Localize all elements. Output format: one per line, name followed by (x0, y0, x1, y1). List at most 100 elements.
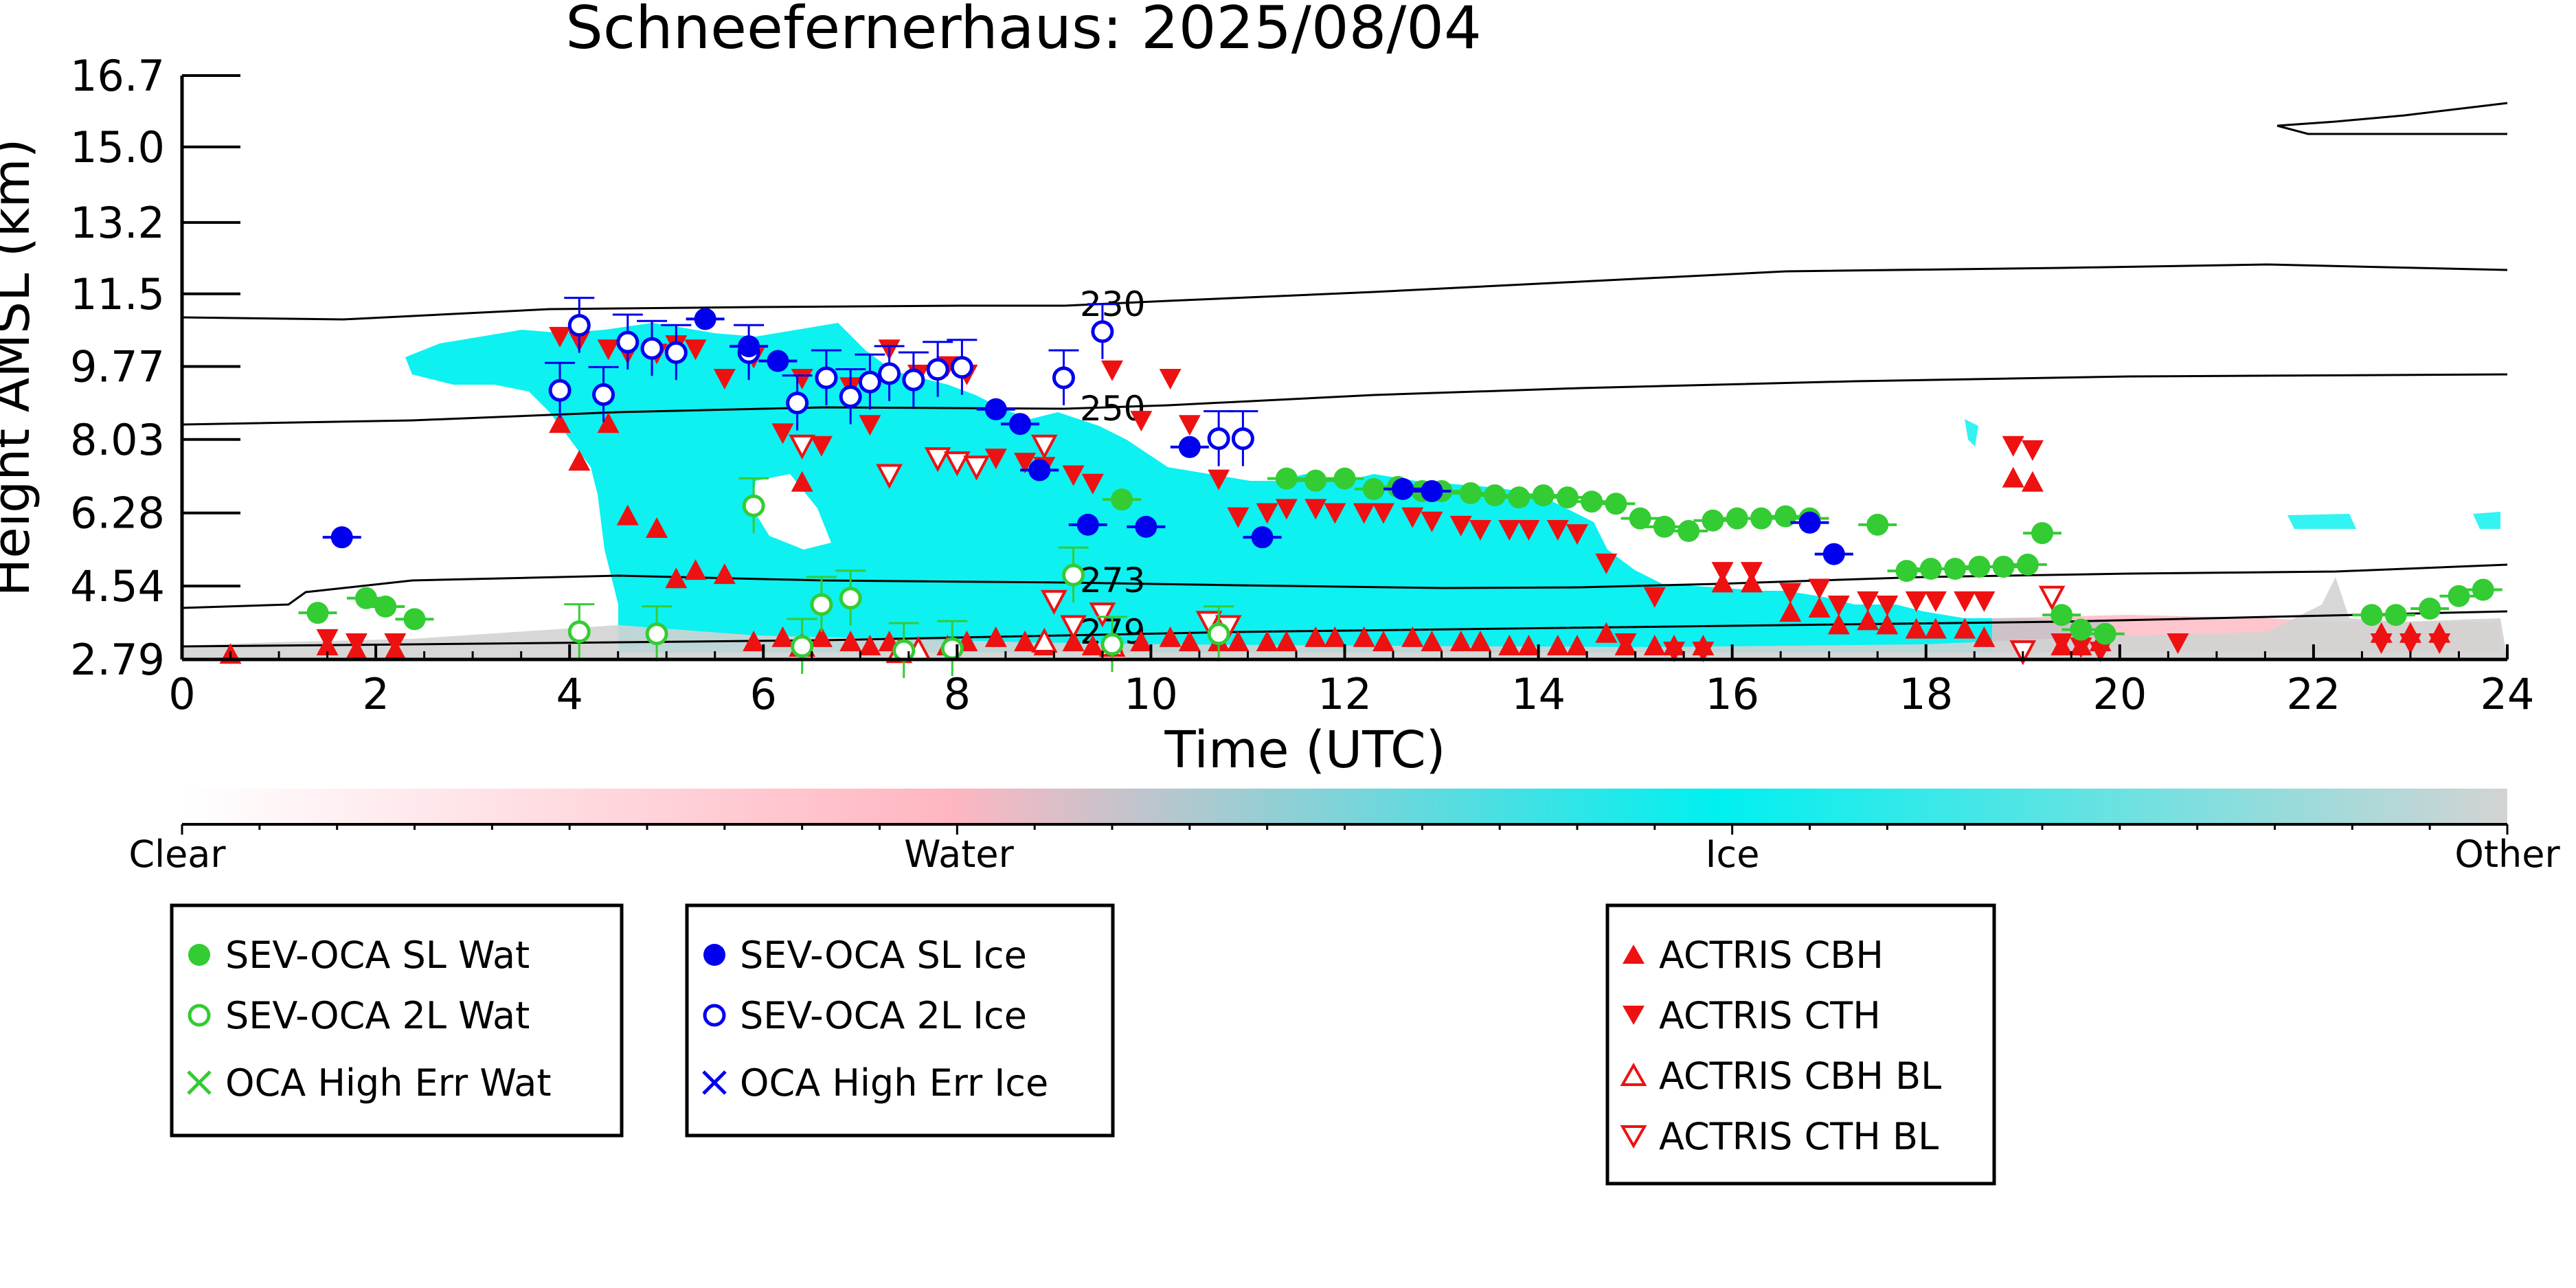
point-actris-cbh (597, 412, 620, 433)
point-actris-cth (597, 339, 620, 361)
point-sev-oca-sl-wat (1629, 507, 1651, 530)
point-actris-cbh (616, 504, 639, 526)
colorbar-label-ice: Ice (1706, 833, 1760, 876)
point-actris-cbh (1449, 630, 1472, 651)
point-actris-cbh (1353, 626, 1375, 647)
point-actris-cbh (771, 626, 794, 647)
y-tick-label: 8.03 (70, 415, 165, 465)
point-actris-cth (2050, 633, 2073, 654)
point-actris-cth (345, 633, 368, 654)
legend-label-cbh: ACTRIS CBH (1659, 934, 1884, 977)
point-actris-cbh (1372, 630, 1394, 651)
point-sev-oca-2l-ice (926, 358, 949, 381)
contour-label-250: 250 (1080, 389, 1145, 429)
point-sev-oca-sl-wat (1774, 505, 1797, 528)
point-actris-cth (1740, 562, 1763, 583)
point-sev-oca-sl-wat (374, 596, 397, 618)
x-tick-label: 8 (944, 669, 971, 719)
point-actris-cbh (1304, 626, 1327, 647)
legend-marker-cth (1623, 1006, 1645, 1025)
point-sev-oca-sl-wat (1556, 486, 1579, 509)
point-actris-cbh (1081, 635, 1104, 656)
legend-water-box (170, 903, 624, 1138)
point-sev-oca-sl-wat (1362, 477, 1385, 500)
y-tick-label: 15.0 (70, 122, 165, 172)
point-actris-cbh (743, 630, 765, 651)
point-sev-oca-2l-wat (940, 637, 964, 660)
point-actris-cth (1827, 595, 1850, 616)
legend-label-sl-wat: SEV-OCA SL Wat (225, 934, 530, 977)
point-actris-cth (1614, 633, 1637, 654)
point-sev-oca-sl-wat (1677, 520, 1700, 543)
point-sev-oca-sl-wat (2094, 622, 2116, 645)
point-actris-cbh (1014, 630, 1037, 651)
point-sev-oca-2l-wat (1062, 563, 1085, 587)
colorbar-gradient (182, 789, 2507, 824)
point-actris-cbh (1159, 626, 1182, 647)
x-tick-label: 18 (1899, 669, 1953, 719)
colorbar: Clear Water Ice Other (128, 789, 2560, 876)
point-actris-cth (2167, 633, 2189, 654)
point-sev-oca-sl-ice (1028, 459, 1051, 482)
point-actris-cth (1159, 368, 1182, 389)
point-actris-cth (1324, 503, 1346, 524)
cloud-mask-shading (182, 323, 2507, 659)
point-actris-cth (713, 368, 736, 389)
point-actris-cth (1081, 473, 1104, 495)
point-actris-cbh (859, 635, 881, 656)
legend-water: SEV-OCA SL Wat SEV-OCA 2L Wat OCA High E… (170, 903, 624, 1138)
point-sev-oca-sl-wat (2448, 585, 2470, 607)
x-tick-label: 2 (362, 669, 389, 719)
point-actris-cth (1421, 511, 1443, 532)
point-actris-cbh (1595, 622, 1618, 643)
point-actris-cth (1062, 465, 1085, 486)
point-actris-cth (791, 368, 813, 389)
point-sev-oca-sl-ice (1135, 515, 1157, 538)
point-sev-oca-2l-ice (640, 337, 664, 360)
y-axis-label: Height AMSL (km) (0, 138, 41, 596)
point-actris-cth-bl (1041, 589, 1067, 615)
point-sev-oca-sl-wat (2384, 604, 2407, 626)
point-sev-oca-2l-ice (1207, 427, 1230, 451)
point-sev-oca-sl-wat (2016, 553, 2039, 576)
point-sev-oca-sl-ice (1421, 479, 1443, 502)
point-sev-oca-2l-ice (878, 362, 901, 385)
point-sev-oca-2l-ice (664, 341, 688, 364)
point-actris-cth (1595, 553, 1618, 574)
point-actris-cth (1857, 591, 1879, 612)
point-actris-cth (549, 326, 572, 348)
point-sev-oca-sl-wat (403, 608, 426, 631)
point-sev-oca-2l-ice (839, 385, 862, 408)
point-actris-cth-bl (1089, 602, 1116, 628)
point-actris-cth (2021, 440, 2044, 461)
point-sev-oca-2l-wat (1100, 633, 1124, 656)
point-sev-oca-sl-ice (1798, 511, 1821, 534)
point-actris-cth (1372, 503, 1394, 524)
point-actris-cth-bl (963, 455, 990, 481)
point-actris-cth (771, 423, 794, 444)
point-sev-oca-sl-ice (1392, 477, 1414, 500)
point-sev-oca-sl-ice (1822, 543, 1845, 565)
point-sev-oca-sl-wat (1459, 482, 1482, 505)
point-sev-oca-sl-wat (1944, 558, 1967, 580)
point-actris-cbh (1062, 630, 1085, 651)
point-sev-oca-2l-ice (616, 330, 640, 354)
point-sev-oca-sl-wat (306, 602, 329, 624)
y-tick-label: 4.54 (70, 561, 165, 611)
point-sev-oca-sl-wat (1653, 515, 1675, 538)
legend-marker-cbh-bl (1620, 1062, 1647, 1086)
point-actris-cth (984, 449, 1007, 470)
point-actris-cbh (1256, 630, 1278, 651)
legend-label-2l-ice: SEV-OCA 2L Ice (740, 994, 1027, 1037)
point-actris-cbh (810, 626, 833, 647)
point-sev-oca-sl-wat (1866, 513, 1889, 536)
legend-marker-higherr-ice (702, 1070, 727, 1095)
point-sev-oca-2l-wat (791, 635, 814, 658)
point-actris-cth (384, 633, 407, 654)
y-tick-label: 11.5 (70, 269, 165, 319)
point-actris-cbh (713, 563, 736, 585)
x-tick-label: 10 (1124, 669, 1178, 719)
point-actris-cth-bl (1195, 611, 1223, 636)
point-actris-cbh (791, 471, 813, 492)
point-actris-cbh (1498, 635, 1521, 656)
